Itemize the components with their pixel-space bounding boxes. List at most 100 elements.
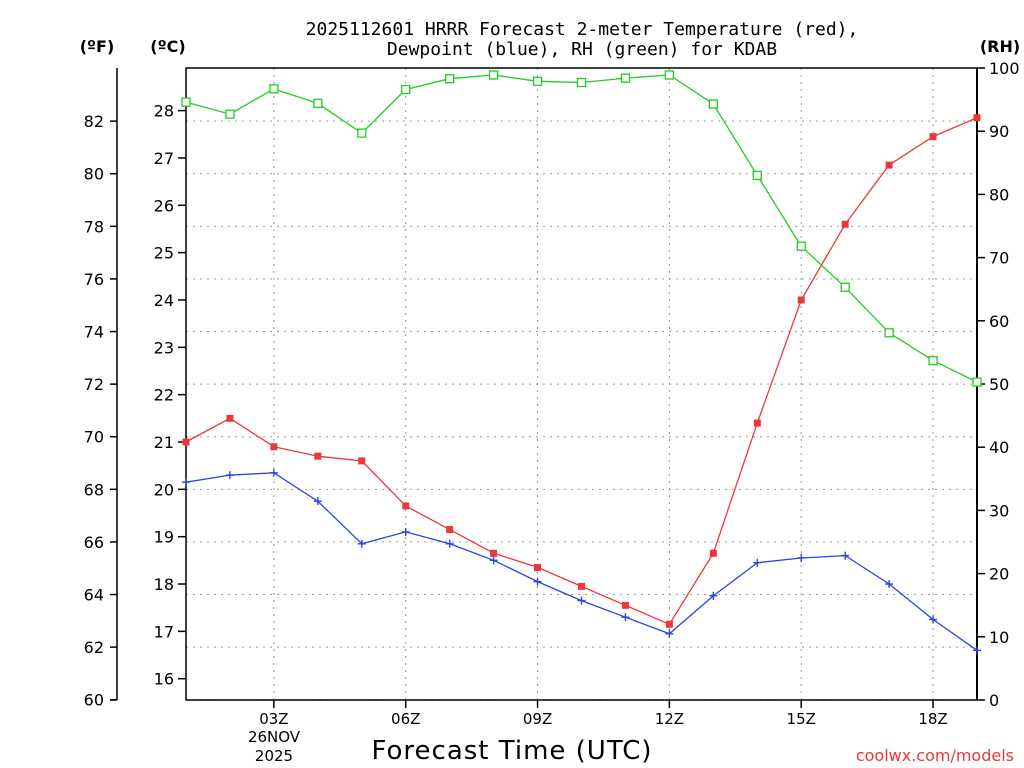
fahrenheit-tick-label: 62: [84, 638, 104, 657]
rh-point: [357, 128, 367, 138]
dewpoint-point: [357, 539, 366, 548]
dewpoint-point: [709, 591, 718, 600]
celsius-tick-label: 22: [154, 386, 174, 405]
fahrenheit-tick-label: 82: [84, 112, 104, 131]
dewpoint-point: [225, 471, 234, 480]
temperature-point: [709, 549, 717, 557]
rh-point: [972, 377, 982, 387]
x-tick-label: 09Z: [523, 710, 552, 728]
temperature-point: [358, 457, 366, 465]
temperature-point: [973, 114, 981, 122]
celsius-tick-label: 19: [154, 528, 174, 547]
rh-point: [752, 170, 762, 181]
temperature-point: [578, 582, 585, 590]
rh-tick-label: 50: [989, 375, 1009, 394]
fahrenheit-tick-label: 74: [84, 323, 104, 342]
rh-point: [401, 84, 411, 95]
temperature-point: [841, 220, 849, 228]
rh-axis-unit: (RH): [980, 37, 1020, 56]
celsius-tick-label: 26: [154, 196, 174, 215]
temperature-point: [929, 133, 937, 141]
rh-point: [181, 97, 191, 107]
temperature-point: [797, 296, 805, 304]
chart-title-line2: Dewpoint (blue), RH (green) for KDAB: [387, 39, 777, 60]
fahrenheit-tick-label: 80: [84, 165, 104, 184]
dewpoint-point: [621, 613, 630, 622]
credit-label: coolwx.com/models: [856, 746, 1014, 765]
rh-tick-label: 10: [989, 628, 1009, 647]
rh-point: [488, 70, 499, 80]
rh-tick-label: 40: [989, 438, 1009, 457]
dewpoint-point: [885, 580, 894, 589]
rh-tick-label: 100: [989, 59, 1020, 78]
fahrenheit-tick-label: 68: [84, 480, 104, 499]
celsius-tick-label: 21: [154, 433, 174, 452]
temperature-point: [885, 161, 893, 169]
temperature-point: [270, 443, 278, 451]
dewpoint-point: [753, 558, 762, 567]
dewpoint-point: [929, 615, 938, 624]
temperature-point: [446, 526, 454, 534]
fahrenheit-tick-label: 78: [84, 217, 104, 236]
rh-point: [840, 282, 850, 292]
celsius-tick-label: 27: [154, 149, 174, 168]
rh-point: [796, 241, 806, 251]
celsius-tick-label: 17: [154, 622, 174, 641]
rh-tick-label: 90: [989, 122, 1009, 141]
dewpoint-point: [797, 553, 806, 562]
x-date-label-day: 26NOV: [248, 728, 301, 746]
rh-tick-label: 80: [989, 185, 1009, 204]
dewpoint-point: [841, 551, 850, 560]
x-tick-label: 03Z: [259, 710, 288, 728]
celsius-tick-label: 18: [154, 575, 174, 594]
rh-point: [269, 84, 279, 94]
dewpoint-point: [489, 556, 498, 565]
fahrenheit-tick-label: 72: [84, 375, 104, 394]
rh-point: [225, 109, 235, 119]
dewpoint-point: [973, 646, 981, 655]
celsius-tick-label: 20: [154, 480, 174, 499]
celsius-tick-label: 25: [154, 244, 174, 263]
dewpoint-point: [577, 596, 586, 605]
rh-point: [664, 70, 675, 80]
fahrenheit-tick-label: 76: [84, 270, 104, 289]
x-tick-label: 18Z: [918, 710, 947, 728]
dewpoint-point: [182, 478, 190, 487]
rh-tick-label: 30: [989, 501, 1009, 520]
dewpoint-point: [313, 497, 322, 506]
rh-point: [708, 99, 718, 109]
temperature-point: [402, 502, 410, 510]
rh-point: [576, 77, 587, 88]
temperature-point: [226, 414, 234, 422]
dewpoint-point: [269, 468, 278, 477]
fahrenheit-tick-label: 60: [84, 691, 104, 710]
temperature-point: [665, 620, 673, 628]
rh-point: [532, 76, 543, 86]
temperature-point: [534, 563, 542, 571]
temperature-point: [182, 438, 190, 446]
dewpoint-point: [401, 527, 410, 536]
chart-title-line1: 2025112601 HRRR Forecast 2-meter Tempera…: [306, 19, 859, 40]
fahrenheit-axis-unit: (ºF): [80, 37, 115, 56]
celsius-tick-label: 24: [154, 291, 174, 310]
dewpoint-point: [445, 539, 454, 548]
fahrenheit-tick-label: 66: [84, 533, 104, 552]
celsius-tick-label: 28: [154, 102, 174, 121]
rh-tick-label: 60: [989, 312, 1009, 331]
x-tick-label: 12Z: [655, 710, 684, 728]
rh-tick-label: 20: [989, 565, 1009, 584]
x-tick-label: 15Z: [787, 710, 816, 728]
rh-point: [928, 355, 938, 366]
rh-tick-label: 0: [989, 691, 999, 710]
temperature-point: [314, 452, 322, 460]
celsius-tick-label: 23: [154, 338, 174, 357]
rh-point: [620, 73, 631, 83]
temperature-point: [490, 549, 498, 557]
rh-tick-label: 70: [989, 249, 1009, 268]
temperature-point: [753, 419, 761, 427]
fahrenheit-tick-label: 70: [84, 428, 104, 447]
celsius-axis-unit: (ºC): [150, 37, 185, 56]
x-axis-title: Forecast Time (UTC): [371, 736, 652, 766]
fahrenheit-tick-label: 64: [84, 586, 104, 605]
